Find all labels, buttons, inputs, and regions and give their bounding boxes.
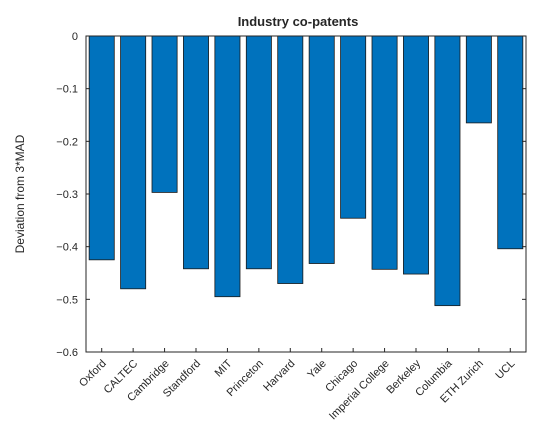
bars-layer (88, 35, 524, 307)
y-tick-label: −0.2 (56, 136, 78, 148)
y-tick-label: 0 (72, 31, 78, 43)
bar-harvard (277, 35, 304, 284)
bar-ucl (497, 35, 524, 250)
chart-title: Industry co-patents (238, 14, 359, 29)
bar-chicago (340, 35, 367, 219)
y-tick-label: −0.4 (56, 242, 78, 254)
bar-eth-zurich (465, 35, 492, 124)
bar-oxford (88, 35, 115, 261)
y-tick-label: −0.1 (56, 84, 78, 96)
bar-cambridge (151, 35, 178, 193)
y-tick-label: −0.3 (56, 189, 78, 201)
bar-mit (214, 35, 241, 298)
bar-caltec (120, 35, 147, 290)
y-tick-label: −0.6 (56, 347, 78, 359)
bar-princeton (245, 35, 272, 270)
x-tick-label: MIT (213, 357, 235, 379)
bar-berkeley (403, 35, 429, 275)
x-tick-label: UCL (493, 358, 517, 382)
x-tick-label: Imperial College (327, 358, 392, 423)
x-tick-label: Harvard (261, 358, 297, 394)
y-ticks-layer: 0 −0.1 −0.2 −0.3 −0.4 −0.5 −0.6 (56, 31, 526, 359)
bar-columbia (434, 35, 461, 307)
x-tick-label: Yale (305, 358, 328, 381)
bar-yale (308, 35, 335, 264)
bar-imperial-college (371, 35, 398, 270)
bar-standford (183, 35, 209, 270)
y-axis-label: Deviation from 3*MAD (13, 134, 27, 253)
y-tick-label: −0.5 (56, 294, 78, 306)
